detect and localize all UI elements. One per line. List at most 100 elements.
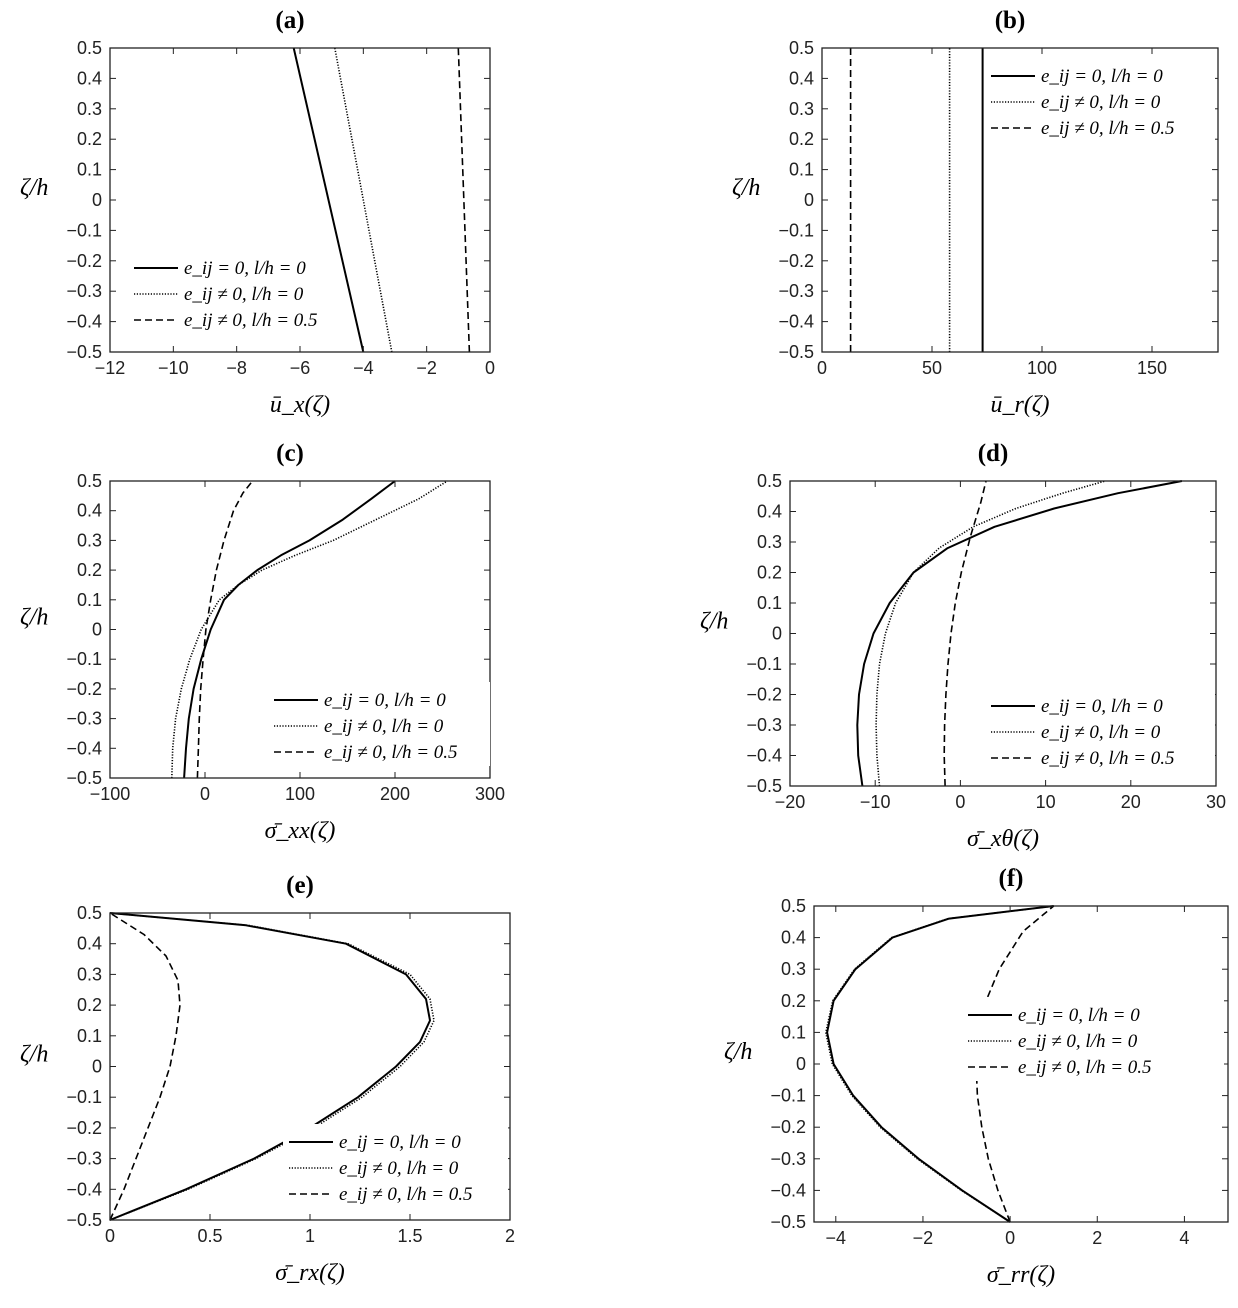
y-tick-label: 0.3 bbox=[781, 959, 806, 979]
x-axis-label: σ̄_xθ(ζ) bbox=[967, 826, 1039, 852]
y-tick-label: 0.4 bbox=[77, 501, 102, 521]
x-tick-label: 100 bbox=[1027, 358, 1057, 378]
chart-panel-e: 0 0.5 1 1.5 2 −0.5 −0.4 −0.3 −0.2 −0.1 0 0.1 0.2 0.3 0… bbox=[20, 872, 515, 1286]
y-tick-label: 0.2 bbox=[781, 991, 806, 1011]
y-axis-label: ζ/h bbox=[732, 175, 760, 201]
series-group bbox=[292, 47, 471, 353]
legend-background bbox=[283, 1124, 508, 1208]
y-tick-label: −0.1 bbox=[66, 1087, 102, 1107]
y-axis-label: ζ/h bbox=[20, 605, 48, 631]
x-tick-label: 30 bbox=[1206, 792, 1226, 812]
series-line-dashed bbox=[457, 47, 471, 353]
panel-title: (e) bbox=[286, 872, 314, 899]
y-tick-label: 0.1 bbox=[77, 1026, 102, 1046]
x-tick-label: 1 bbox=[305, 1226, 315, 1246]
series-line-solid bbox=[826, 905, 1054, 1223]
x-tick-label: −100 bbox=[90, 784, 131, 804]
series-line-dashed bbox=[943, 480, 987, 787]
x-axis-label: ū_x(ζ) bbox=[270, 392, 330, 418]
y-tick-label: −0.2 bbox=[66, 1118, 102, 1138]
x-tick-label: 2 bbox=[505, 1226, 515, 1246]
y-tick-label: 0.4 bbox=[781, 928, 806, 948]
y-tick-label: −0.1 bbox=[778, 220, 814, 240]
series-line-dotted bbox=[334, 47, 393, 353]
x-tick-label: 0 bbox=[1005, 1228, 1015, 1248]
y-tick-label: 0.1 bbox=[781, 1022, 806, 1042]
legend-label: e_ij = 0, l/h = 0 bbox=[184, 258, 306, 279]
y-tick-label: 0 bbox=[92, 1057, 102, 1077]
y-tick-label: −0.3 bbox=[746, 715, 782, 735]
legend: e_ij = 0, l/h = 0 e_ij ≠ 0, l/h = 0 e_ij ≠… bbox=[985, 688, 1215, 772]
y-tick-label: −0.4 bbox=[66, 312, 102, 332]
y-tick-label: 0.4 bbox=[77, 68, 102, 88]
x-tick-label: −4 bbox=[826, 1228, 847, 1248]
panel-title: (a) bbox=[275, 7, 304, 34]
legend: e_ij = 0, l/h = 0 e_ij ≠ 0, l/h = 0 e_ij ≠… bbox=[962, 997, 1224, 1081]
x-tick-label: −2 bbox=[416, 358, 437, 378]
legend-label: e_ij ≠ 0, l/h = 0 bbox=[1041, 92, 1161, 113]
chart-panel-b: 0 50 100 150 −0.5 −0.4 −0.3 −0.2 −0.1 0 0.1 0.2 0.3 0… bbox=[732, 7, 1219, 418]
y-tick-label: −0.5 bbox=[66, 342, 102, 362]
x-tick-label: 4 bbox=[1179, 1228, 1189, 1248]
y-tick-label: −0.4 bbox=[66, 738, 102, 758]
y-tick-label: 0.3 bbox=[77, 964, 102, 984]
y-tick-label: 0.1 bbox=[789, 160, 814, 180]
x-tick-label: 300 bbox=[475, 784, 505, 804]
y-axis-label: ζ/h bbox=[20, 175, 48, 201]
x-tick-label: 10 bbox=[1036, 792, 1056, 812]
y-tick-label: 0.5 bbox=[789, 38, 814, 58]
x-tick-label: 2 bbox=[1092, 1228, 1102, 1248]
x-tick-label: −8 bbox=[226, 358, 247, 378]
y-tick-label: 0.5 bbox=[77, 38, 102, 58]
y-tick-label: 0.3 bbox=[789, 99, 814, 119]
x-tick-label: −20 bbox=[775, 792, 806, 812]
legend-label: e_ij ≠ 0, l/h = 0.5 bbox=[339, 1184, 473, 1205]
legend: e_ij = 0, l/h = 0 e_ij ≠ 0, l/h = 0 e_ij ≠… bbox=[268, 682, 490, 766]
x-tick-label: −4 bbox=[353, 358, 374, 378]
series-group bbox=[171, 480, 448, 779]
legend-label: e_ij = 0, l/h = 0 bbox=[1018, 1005, 1140, 1026]
series-group bbox=[849, 48, 984, 352]
y-tick-label: −0.3 bbox=[778, 281, 814, 301]
y-tick-label: 0.1 bbox=[77, 590, 102, 610]
y-tick-label: −0.3 bbox=[770, 1149, 806, 1169]
x-tick-label: −6 bbox=[290, 358, 311, 378]
y-tick-label: −0.4 bbox=[778, 312, 814, 332]
y-tick-label: 0 bbox=[92, 620, 102, 640]
y-tick-label: −0.1 bbox=[66, 220, 102, 240]
x-tick-label: 0 bbox=[817, 358, 827, 378]
x-tick-label: 0 bbox=[955, 792, 965, 812]
series-group bbox=[109, 912, 435, 1221]
x-tick-label: 0.5 bbox=[197, 1226, 222, 1246]
legend-label: e_ij ≠ 0, l/h = 0 bbox=[184, 284, 304, 305]
legend: e_ij = 0, l/h = 0 e_ij ≠ 0, l/h = 0 e_ij ≠… bbox=[283, 1124, 508, 1208]
legend-label: e_ij ≠ 0, l/h = 0.5 bbox=[1041, 118, 1175, 139]
y-tick-label: −0.2 bbox=[66, 679, 102, 699]
y-tick-label: −0.2 bbox=[770, 1117, 806, 1137]
legend-label: e_ij ≠ 0, l/h = 0.5 bbox=[324, 742, 458, 763]
x-tick-label: 150 bbox=[1137, 358, 1167, 378]
x-axis-label: σ̄_rr(ζ) bbox=[987, 1262, 1055, 1288]
series-line-solid bbox=[856, 480, 1183, 787]
x-tick-label: 0 bbox=[200, 784, 210, 804]
legend-label: e_ij = 0, l/h = 0 bbox=[1041, 66, 1163, 87]
y-tick-label: 0.2 bbox=[757, 563, 782, 583]
y-tick-label: −0.3 bbox=[66, 709, 102, 729]
y-axis-label: ζ/h bbox=[724, 1039, 752, 1065]
x-tick-label: 0 bbox=[485, 358, 495, 378]
y-tick-label: −0.5 bbox=[746, 776, 782, 796]
x-axis-label: ū_r(ζ) bbox=[990, 392, 1049, 418]
series-line-dashed bbox=[109, 912, 181, 1221]
series-line-dotted bbox=[875, 480, 1106, 787]
legend-label: e_ij ≠ 0, l/h = 0.5 bbox=[1018, 1057, 1152, 1078]
y-tick-label: 0.2 bbox=[789, 129, 814, 149]
chart-panel-d: −20 −10 0 10 20 30 −0.5 −0.4 −0.3 −0.2 −0.1 0 0.1 0.2… bbox=[700, 440, 1226, 852]
y-tick-label: 0.2 bbox=[77, 995, 102, 1015]
x-tick-label: 200 bbox=[380, 784, 410, 804]
y-tick-label: 0.2 bbox=[77, 129, 102, 149]
y-tick-label: 0.5 bbox=[757, 471, 782, 491]
legend-label: e_ij = 0, l/h = 0 bbox=[339, 1132, 461, 1153]
chart-panel-a: −12 −10 −8 −6 −4 −2 0 −0.5 −0.4 −0.3 −0.2 −0.1 0 0.1 0… bbox=[20, 7, 495, 418]
y-tick-label: 0.4 bbox=[757, 502, 782, 522]
